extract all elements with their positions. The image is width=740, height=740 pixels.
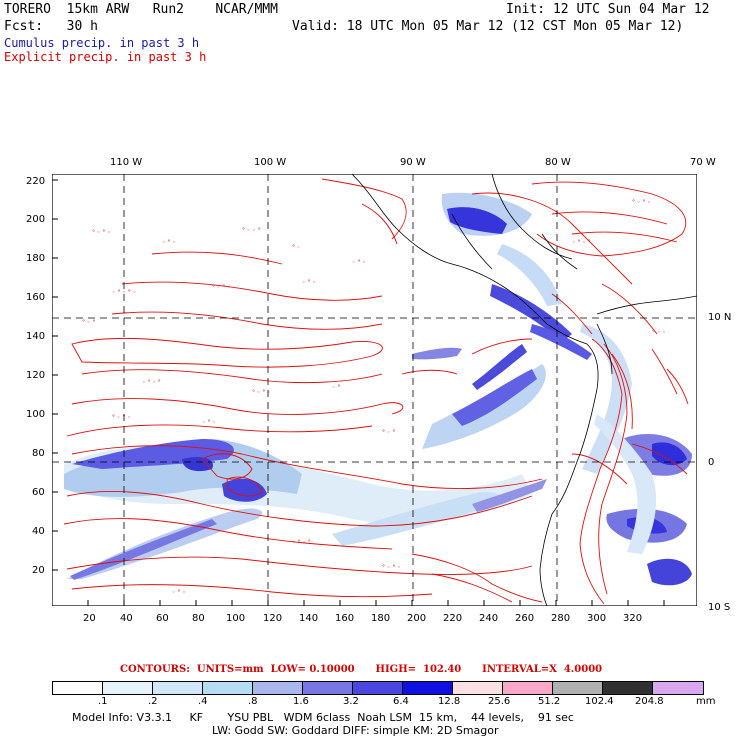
svg-text:° ◦ ° ◦: ° ◦ ° ◦ [112, 414, 131, 421]
colorbar-label: 1.6 [293, 696, 309, 707]
y-tick-label: 220 [26, 176, 46, 187]
precip-map: ° ◦ ° ◦ ◦ ° ◦ ° ◦ ◦ ° ◦ ° ◦ ° ◦ ° ◦ ° ◦ ◦ ° … [52, 174, 697, 606]
svg-text:◦ ° ◦: ◦ ° ◦ [352, 259, 366, 266]
colorbar-label: .4 [198, 696, 208, 707]
lon-label: 70 W [690, 157, 716, 168]
svg-text:◦ ° ◦: ◦ ° ◦ [202, 419, 216, 426]
colorbar-swatch [103, 682, 153, 694]
svg-text:° ◦ ° ◦: ° ◦ ° ◦ [212, 284, 231, 291]
colorbar-label: 12.8 [438, 696, 461, 707]
svg-text:° ◦ °: ° ◦ ° [382, 429, 395, 436]
x-tick-label: 200 [407, 613, 427, 624]
x-tick-label: 60 [156, 613, 169, 624]
colorbar-swatch [203, 682, 253, 694]
colorbar-swatch [403, 682, 453, 694]
colorbar-label: 51.2 [538, 696, 561, 707]
cumulus-precip-shading [64, 192, 692, 586]
y-tick-label: 60 [32, 487, 45, 498]
svg-text:◦ ° ◦: ◦ ° ◦ [172, 589, 186, 596]
colorbar [52, 681, 704, 695]
y-tick-label: 100 [26, 409, 46, 420]
y-tick-label: 160 [26, 292, 46, 303]
lon-label: 110 W [110, 157, 143, 168]
run-title: TORERO 15km ARW Run2 NCAR/MMM [4, 2, 278, 17]
explicit-precip-speckle: ° ◦ ° ◦ ◦ ° ◦ ° ◦ ◦ ° ◦ ° ◦ ° ◦ ° ◦ ° ◦ ◦ ° … [82, 199, 666, 596]
colorbar-label: 102.4 [585, 696, 614, 707]
x-tick-label: 80 [192, 613, 205, 624]
colorbar-label: .8 [248, 696, 258, 707]
y-tick-label: 80 [32, 448, 45, 459]
x-tick-label: 280 [551, 613, 571, 624]
init-time: Init: 12 UTC Sun 04 Mar 12 [506, 2, 710, 17]
svg-text:° ◦: ° ◦ [292, 244, 300, 251]
x-tick-label: 220 [443, 613, 463, 624]
svg-text:◦ ° ◦: ◦ ° ◦ [162, 239, 176, 246]
x-tick-label: 140 [299, 613, 319, 624]
colorbar-label: .1 [98, 696, 108, 707]
svg-text:° ◦ ° ◦: ° ◦ ° ◦ [632, 199, 651, 206]
lat-label: 10 S [708, 602, 731, 613]
colorbar-swatch [603, 682, 653, 694]
y-tick-label: 120 [26, 370, 46, 381]
svg-text:° ◦ ° ◦: ° ◦ ° ◦ [92, 229, 111, 236]
y-tick-label: 20 [32, 565, 45, 576]
lon-label: 100 W [254, 157, 287, 168]
x-tick-label: 160 [335, 613, 355, 624]
x-tick-label: 20 [83, 613, 96, 624]
colorbar-label: 204.8 [635, 696, 664, 707]
coastlines [351, 174, 697, 606]
colorbar-swatch [353, 682, 403, 694]
colorbar-swatch [503, 682, 553, 694]
colorbar-swatch [653, 682, 703, 694]
svg-text:◦ ° ◦ ° ◦: ◦ ° ◦ ° ◦ [112, 289, 136, 296]
svg-text:° ◦ ° ◦: ° ◦ ° ◦ [252, 389, 271, 396]
colorbar-label: 6.4 [393, 696, 409, 707]
lon-label: 90 W [400, 157, 426, 168]
colorbar-swatch [153, 682, 203, 694]
colorbar-swatch [53, 682, 103, 694]
svg-text:° ◦ ◦: ° ◦ ◦ [652, 329, 666, 336]
cumulus-legend: Cumulus precip. in past 3 h [4, 36, 200, 50]
colorbar-label: 3.2 [343, 696, 359, 707]
explicit-precip-contours [63, 178, 689, 605]
y-tick-label: 200 [26, 214, 46, 225]
x-tick-label: 100 [226, 613, 246, 624]
model-info: Model Info: V3.3.1 KF YSU PBL WDM 6class… [72, 711, 574, 724]
x-tick-label: 40 [120, 613, 133, 624]
valid-time: Valid: 18 UTC Mon 05 Mar 12 (12 CST Mon … [292, 19, 684, 34]
svg-text:◦ °: ◦ ° [332, 384, 340, 391]
x-tick-label: 300 [587, 613, 607, 624]
colorbar-swatch [553, 682, 603, 694]
colorbar-label: 25.6 [488, 696, 511, 707]
axis-ticks [52, 179, 665, 606]
x-tick-label: 260 [515, 613, 535, 624]
physics-info: LW: Godd SW: Goddard DIFF: simple KM: 2D… [212, 724, 499, 737]
x-tick-label: 180 [371, 613, 391, 624]
contour-info: CONTOURS: UNITS=mm LOW= 0.10000 HIGH= 10… [120, 664, 603, 675]
colorbar-swatch [453, 682, 503, 694]
x-tick-label: 240 [479, 613, 499, 624]
svg-text:◦ ° ◦ °: ◦ ° ◦ ° [572, 239, 591, 246]
svg-text:◦ ° ◦: ◦ ° ◦ [302, 279, 316, 286]
svg-text:° ◦ ◦ °: ° ◦ ◦ ° [242, 227, 261, 234]
y-tick-label: 140 [26, 331, 46, 342]
svg-text:◦ ° ◦ °: ◦ ° ◦ ° [292, 539, 311, 546]
lon-label: 80 W [545, 157, 571, 168]
svg-text:◦ ° ◦ °: ◦ ° ◦ ° [142, 379, 161, 386]
y-tick-label: 180 [26, 253, 46, 264]
svg-text:° ◦ °: ° ◦ ° [82, 319, 95, 326]
colorbar-swatch [303, 682, 353, 694]
colorbar-swatch [253, 682, 303, 694]
svg-text:° ◦ ° ◦: ° ◦ ° ◦ [382, 564, 401, 571]
colorbar-label: .2 [148, 696, 158, 707]
explicit-legend: Explicit precip. in past 3 h [4, 50, 207, 64]
y-tick-label: 40 [32, 526, 45, 537]
x-tick-label: 120 [263, 613, 283, 624]
lat-label: 0 [708, 457, 715, 468]
lat-label: 10 N [708, 312, 732, 323]
colorbar-units: mm [696, 696, 716, 707]
lat-lon-grid [52, 174, 697, 606]
x-tick-label: 320 [623, 613, 643, 624]
forecast-hour: Fcst: 30 h [4, 19, 98, 34]
